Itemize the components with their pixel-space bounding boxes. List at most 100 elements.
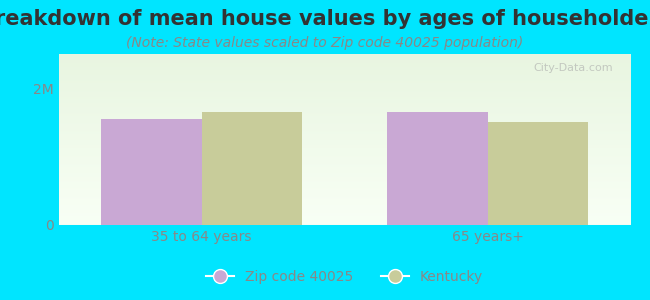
Bar: [58, 208, 630, 209]
Bar: [58, 144, 630, 145]
Bar: [58, 107, 630, 108]
Bar: [58, 121, 630, 122]
Bar: [58, 211, 630, 212]
Bar: [58, 111, 630, 112]
Bar: [58, 125, 630, 126]
Bar: [58, 94, 630, 95]
Bar: [58, 168, 630, 169]
Bar: [58, 105, 630, 106]
Bar: [58, 199, 630, 200]
Bar: [58, 216, 630, 217]
Bar: [58, 69, 630, 70]
Bar: [58, 82, 630, 83]
Text: City-Data.com: City-Data.com: [534, 63, 614, 73]
Bar: [58, 162, 630, 163]
Bar: [58, 85, 630, 86]
Bar: [58, 179, 630, 180]
Bar: [58, 152, 630, 153]
Bar: [58, 72, 630, 73]
Bar: [58, 126, 630, 127]
Bar: [58, 186, 630, 187]
Bar: [58, 110, 630, 111]
Bar: [58, 120, 630, 121]
Bar: [58, 55, 630, 56]
Bar: [58, 92, 630, 93]
Bar: [58, 90, 630, 91]
Bar: [58, 54, 630, 55]
Bar: [58, 198, 630, 199]
Bar: [58, 164, 630, 165]
Bar: [58, 109, 630, 110]
Bar: [58, 189, 630, 190]
Bar: [58, 177, 630, 178]
Bar: [58, 137, 630, 138]
Bar: [58, 67, 630, 68]
Bar: [58, 182, 630, 183]
Bar: [58, 124, 630, 125]
Bar: [58, 70, 630, 71]
Bar: [58, 118, 630, 119]
Bar: [58, 190, 630, 191]
Bar: [58, 200, 630, 201]
Bar: [58, 169, 630, 170]
Bar: [58, 219, 630, 220]
Bar: [58, 116, 630, 117]
Bar: [58, 61, 630, 62]
Bar: [58, 141, 630, 142]
Bar: [58, 89, 630, 90]
Bar: [58, 206, 630, 207]
Bar: [58, 60, 630, 61]
Bar: [58, 202, 630, 203]
Bar: [58, 103, 630, 104]
Bar: [58, 194, 630, 195]
Bar: [58, 184, 630, 185]
Bar: [58, 185, 630, 186]
Bar: [58, 142, 630, 143]
Bar: [58, 87, 630, 88]
Bar: [58, 154, 630, 155]
Bar: [58, 146, 630, 147]
Bar: [58, 127, 630, 128]
Bar: [58, 158, 630, 159]
Bar: [58, 101, 630, 102]
Text: (Note: State values scaled to Zip code 40025 population): (Note: State values scaled to Zip code 4…: [126, 36, 524, 50]
Bar: [58, 212, 630, 213]
Bar: [58, 166, 630, 167]
Bar: [58, 201, 630, 202]
Bar: [58, 139, 630, 140]
Bar: [58, 172, 630, 173]
Bar: [58, 130, 630, 131]
Bar: [58, 132, 630, 133]
Bar: [58, 114, 630, 115]
Bar: [387, 112, 488, 225]
Bar: [58, 115, 630, 116]
Bar: [58, 157, 630, 158]
Bar: [58, 174, 630, 175]
Bar: [58, 68, 630, 69]
Bar: [58, 80, 630, 81]
Text: Breakdown of mean house values by ages of householders: Breakdown of mean house values by ages o…: [0, 9, 650, 29]
Bar: [58, 187, 630, 188]
Bar: [58, 175, 630, 176]
Bar: [58, 223, 630, 224]
Bar: [58, 171, 630, 172]
Bar: [58, 84, 630, 85]
Bar: [58, 147, 630, 148]
Bar: [58, 123, 630, 124]
Bar: [58, 170, 630, 171]
Bar: [58, 112, 630, 113]
Bar: [58, 74, 630, 75]
Bar: [58, 149, 630, 150]
Bar: [58, 218, 630, 219]
Bar: [58, 56, 630, 57]
Bar: [58, 153, 630, 154]
Bar: [58, 205, 630, 206]
Bar: [58, 77, 630, 78]
Bar: [58, 119, 630, 120]
Bar: [58, 192, 630, 193]
Bar: [58, 65, 630, 66]
Bar: [58, 86, 630, 87]
Bar: [58, 165, 630, 166]
Bar: [58, 224, 630, 225]
Legend: Zip code 40025, Kentucky: Zip code 40025, Kentucky: [200, 265, 489, 290]
